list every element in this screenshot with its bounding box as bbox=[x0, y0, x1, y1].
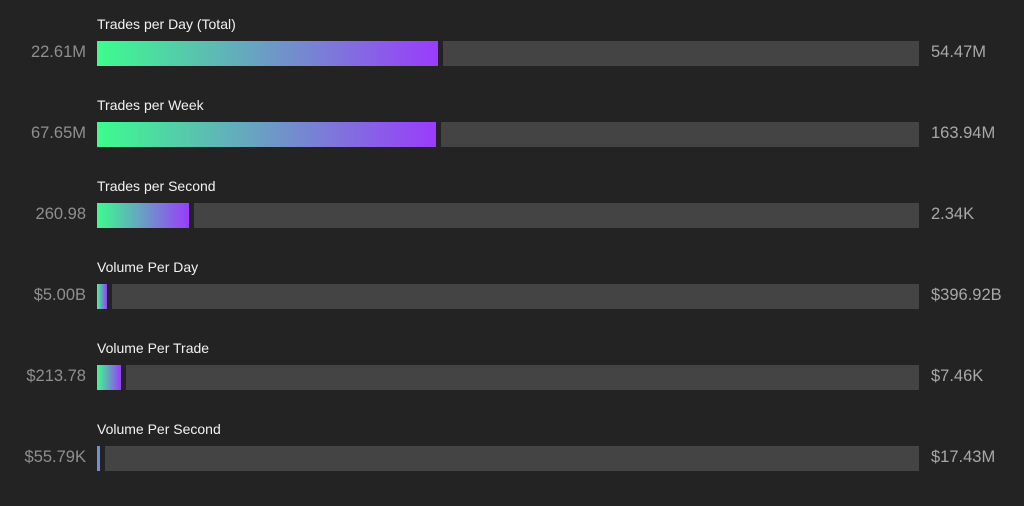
metric-row: Trades per Second 260.98 2.34K bbox=[0, 172, 1024, 253]
metric-row: Volume Per Day $5.00B $396.92B bbox=[0, 253, 1024, 334]
max-value: 163.94M bbox=[931, 124, 996, 142]
metric-label: Volume Per Trade bbox=[97, 340, 210, 356]
max-value: $17.43M bbox=[931, 448, 996, 466]
metric-label: Trades per Day (Total) bbox=[97, 16, 236, 32]
bar-fill bbox=[97, 41, 438, 66]
bar-track bbox=[105, 446, 919, 471]
bar-track bbox=[126, 365, 919, 390]
metric-row: Trades per Day (Total) 22.61M 54.47M bbox=[0, 10, 1024, 91]
current-value: $5.00B bbox=[33, 286, 86, 304]
metric-label: Volume Per Day bbox=[97, 259, 199, 275]
metric-label: Volume Per Second bbox=[97, 421, 221, 437]
bar-fill bbox=[97, 122, 436, 147]
bar-track bbox=[443, 41, 919, 66]
metric-label: Trades per Week bbox=[97, 97, 204, 113]
bar-fill bbox=[97, 446, 100, 471]
max-value: $396.92B bbox=[931, 286, 1002, 304]
max-value: 54.47M bbox=[931, 43, 987, 61]
current-value: 260.98 bbox=[35, 205, 86, 223]
metric-label: Trades per Second bbox=[97, 178, 216, 194]
current-value: 22.61M bbox=[30, 43, 86, 61]
bar-track bbox=[194, 203, 919, 228]
bar-fill bbox=[97, 284, 107, 309]
metric-row: Trades per Week 67.65M 163.94M bbox=[0, 91, 1024, 172]
metric-row: Volume Per Second $55.79K $17.43M bbox=[0, 415, 1024, 496]
current-value: $55.79K bbox=[24, 448, 86, 466]
current-value: 67.65M bbox=[30, 124, 86, 142]
bar-track bbox=[441, 122, 919, 147]
bar-fill bbox=[97, 203, 189, 228]
current-value: $213.78 bbox=[26, 367, 86, 385]
metric-row: Volume Per Trade $213.78 $7.46K bbox=[0, 334, 1024, 415]
max-value: 2.34K bbox=[931, 205, 975, 223]
bar-fill bbox=[97, 365, 121, 390]
max-value: $7.46K bbox=[931, 367, 984, 385]
bar-track bbox=[112, 284, 919, 309]
